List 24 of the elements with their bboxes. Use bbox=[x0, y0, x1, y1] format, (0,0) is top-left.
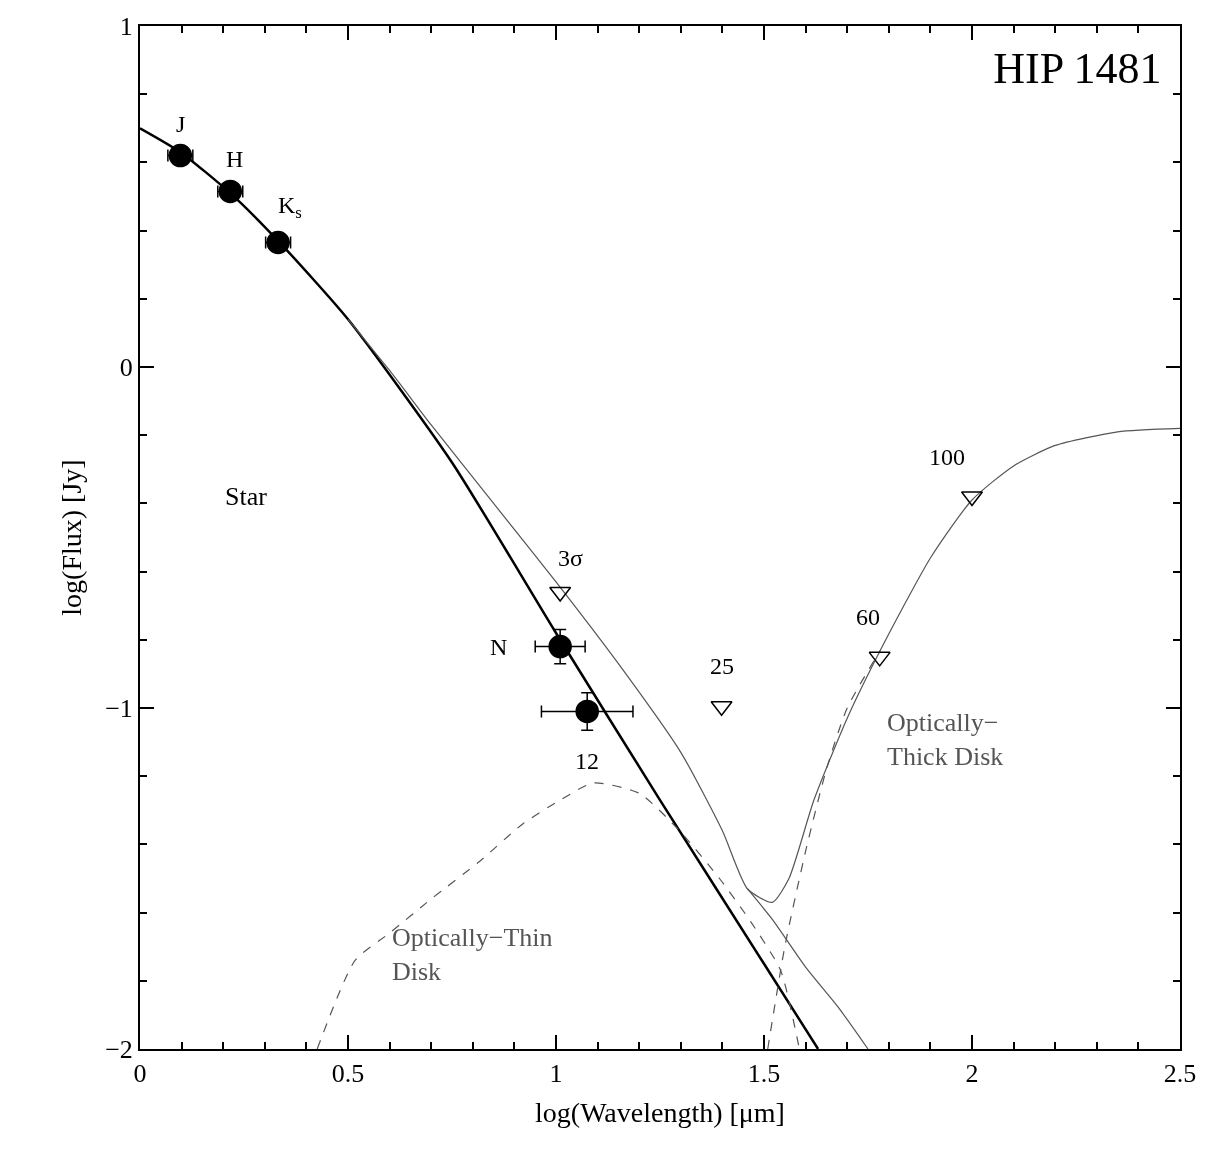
annotation: 25 bbox=[710, 653, 734, 679]
y-tick-label: 1 bbox=[119, 12, 133, 42]
x-tick-label: 2 bbox=[965, 1059, 979, 1089]
x-tick-label: 1 bbox=[549, 1059, 563, 1089]
x-tick-label: 1.5 bbox=[747, 1059, 781, 1089]
annotation: 100 bbox=[929, 444, 965, 470]
series-label: Optically− Thick Disk bbox=[887, 708, 1004, 771]
annotation: 12 bbox=[575, 748, 599, 774]
y-tick-label: −2 bbox=[105, 1035, 133, 1065]
x-tick-label: 0.5 bbox=[331, 1059, 365, 1089]
y-tick-label: 0 bbox=[119, 353, 133, 383]
annotation: K$_{s}$ bbox=[278, 192, 302, 223]
annotation: 3σ bbox=[558, 545, 583, 571]
annotation: 60 bbox=[856, 604, 880, 630]
series-label: Optically−Thin Disk bbox=[392, 923, 553, 986]
x-tick-label: 2.5 bbox=[1163, 1059, 1197, 1089]
x-axis-title: log(Wavelength) [μm] bbox=[535, 1096, 785, 1128]
annotation: H bbox=[226, 146, 244, 172]
annotation: N bbox=[490, 634, 508, 660]
annotation: J bbox=[176, 111, 186, 137]
y-axis-title: log(Flux) [Jy] bbox=[56, 459, 88, 616]
chart-title: HIP 1481 bbox=[993, 44, 1162, 94]
y-tick-label: −1 bbox=[105, 694, 133, 724]
text: Star bbox=[225, 482, 268, 511]
